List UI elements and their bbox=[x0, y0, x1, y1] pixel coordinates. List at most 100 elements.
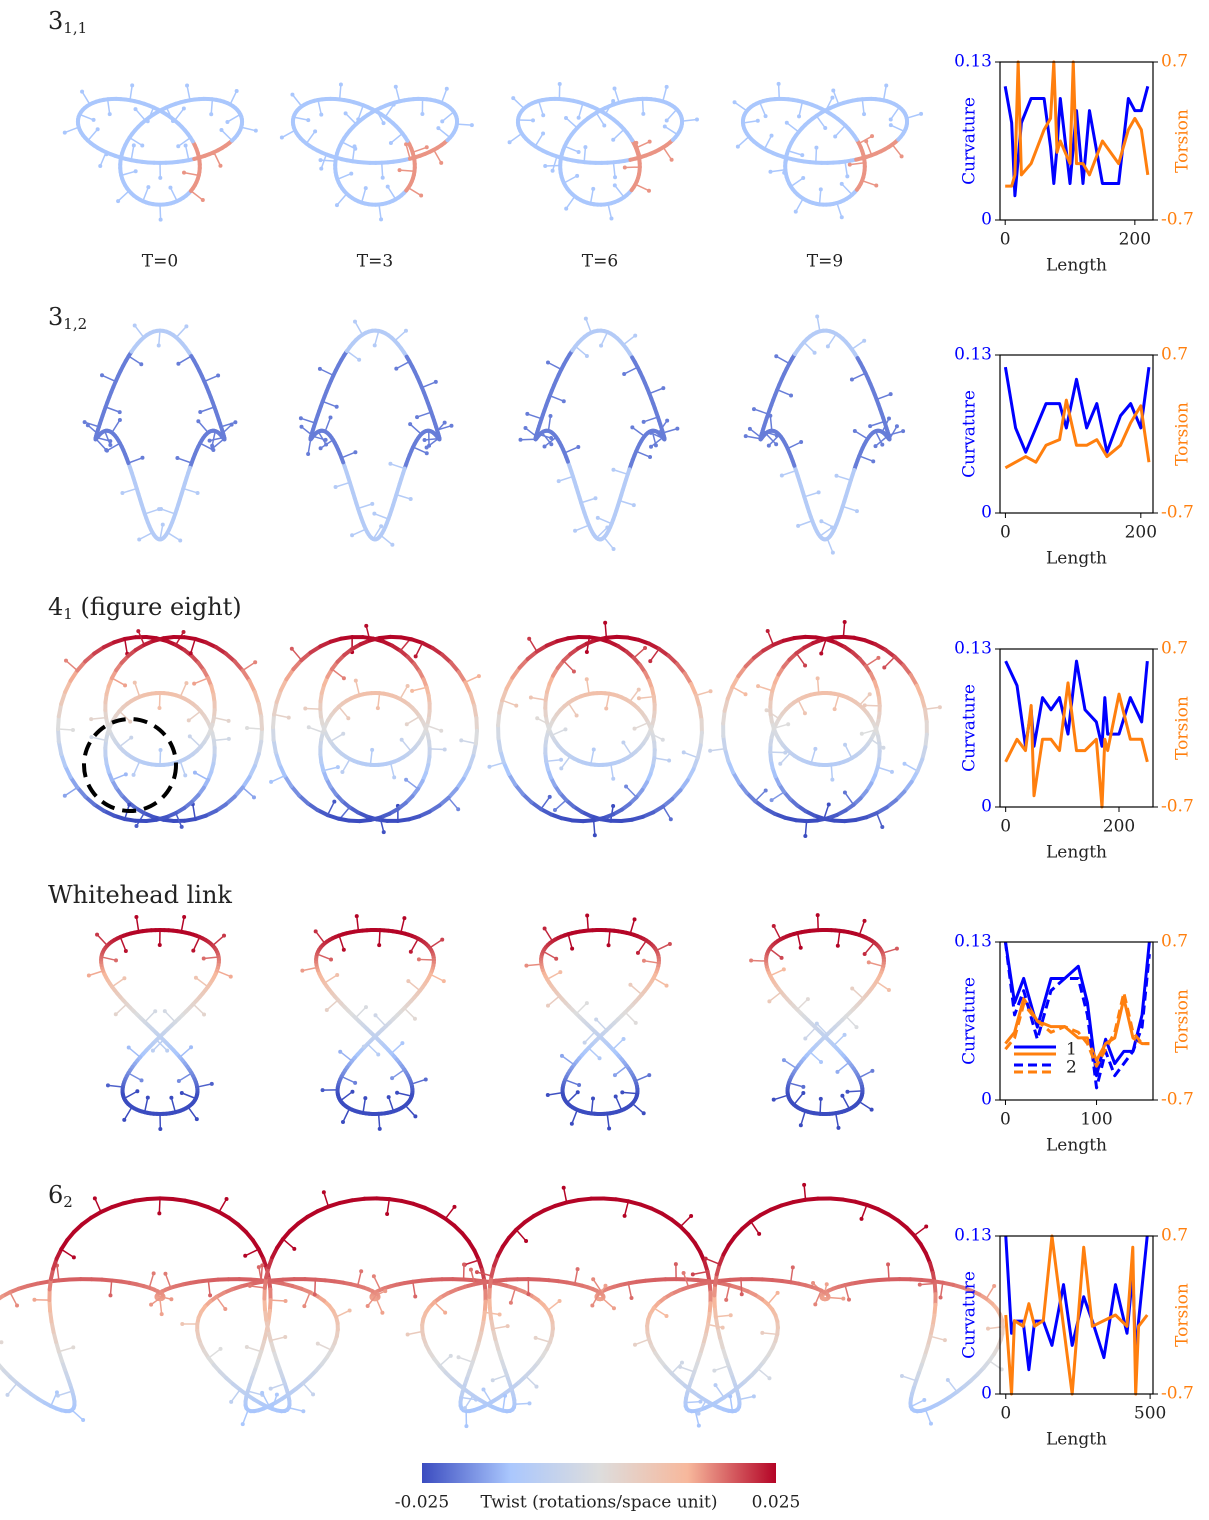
arrow-head bbox=[646, 188, 651, 193]
knot-segment bbox=[259, 714, 264, 731]
arrow-head bbox=[313, 129, 318, 134]
y2-tick-label: 0.7 bbox=[1161, 1226, 1188, 1246]
arrow-head bbox=[15, 1303, 20, 1308]
twist-arrow bbox=[159, 524, 164, 540]
y-tick-label: 0 bbox=[981, 210, 992, 230]
arrow-head bbox=[924, 1224, 929, 1229]
arrow-head bbox=[202, 1012, 207, 1017]
arrow-head bbox=[131, 772, 136, 777]
arrow-head bbox=[140, 455, 145, 460]
twist-arrow bbox=[132, 760, 141, 776]
twist-arrow bbox=[671, 1362, 683, 1374]
twist-arrow bbox=[762, 1332, 778, 1336]
twist-arrow bbox=[386, 1199, 391, 1215]
arrow-head bbox=[399, 737, 404, 742]
twist-arrow bbox=[396, 493, 411, 500]
arrow-head bbox=[329, 957, 334, 962]
arrow-head bbox=[54, 1390, 59, 1395]
series-line bbox=[1004, 1234, 1149, 1396]
twist-arrow bbox=[770, 169, 786, 173]
twist-arrow bbox=[64, 786, 78, 797]
x-tick-label: 500 bbox=[1134, 1404, 1166, 1424]
twist-arrow bbox=[156, 1039, 168, 1052]
arrow-head bbox=[283, 1299, 288, 1304]
twist-arrow bbox=[865, 140, 873, 156]
knot bbox=[524, 913, 672, 1131]
arrow-head bbox=[703, 1256, 708, 1261]
arrow-head bbox=[306, 452, 311, 457]
knot-segment bbox=[670, 788, 683, 802]
twist-arrow bbox=[591, 1292, 601, 1306]
twist-arrow bbox=[130, 145, 135, 161]
twist-arrow bbox=[681, 118, 698, 122]
arrow-head bbox=[583, 145, 588, 150]
twist-arrow bbox=[326, 999, 339, 1011]
knot bbox=[632, 1182, 1005, 1426]
twist-arrow bbox=[509, 132, 523, 143]
twist-arrow bbox=[742, 120, 758, 124]
twist-arrow bbox=[683, 751, 699, 759]
twist-arrow bbox=[345, 112, 357, 125]
arrow-head bbox=[229, 1399, 234, 1404]
arrow-head bbox=[622, 1213, 627, 1218]
twist-arrow bbox=[809, 1051, 822, 1063]
arrow-head bbox=[361, 1044, 366, 1049]
arrow-head bbox=[796, 523, 801, 528]
arrow-head bbox=[404, 777, 409, 782]
arrow-head bbox=[176, 144, 181, 149]
arrow-head bbox=[760, 1330, 765, 1335]
arrow-head bbox=[533, 1335, 538, 1340]
x-tick-label: 0 bbox=[1000, 523, 1011, 543]
twist-arrow bbox=[547, 1300, 561, 1311]
arrow-head bbox=[797, 114, 802, 119]
twist-arrow bbox=[400, 917, 406, 933]
arrow-head bbox=[247, 1283, 252, 1288]
arrow-head bbox=[341, 731, 346, 736]
twist-arrow bbox=[492, 1374, 508, 1381]
arrow-head bbox=[917, 1282, 922, 1287]
twist-arrow bbox=[614, 1065, 628, 1076]
arrow-head bbox=[767, 1376, 772, 1381]
twist-arrow bbox=[367, 1293, 378, 1307]
twist-arrow bbox=[111, 677, 126, 686]
arrow-head bbox=[805, 997, 810, 1002]
twist-arrow bbox=[326, 801, 336, 816]
twist-arrow bbox=[9, 1291, 18, 1306]
twist-arrow bbox=[387, 186, 397, 200]
arrow-head bbox=[370, 747, 375, 752]
twist-arrow bbox=[657, 420, 668, 434]
arrow-head bbox=[81, 1418, 86, 1423]
arrow-head bbox=[433, 379, 438, 384]
knot-segment bbox=[374, 1196, 392, 1202]
arrow-head bbox=[531, 118, 536, 123]
twist-arrow bbox=[779, 752, 792, 765]
twist-arrow bbox=[614, 184, 625, 198]
arrow-head bbox=[842, 619, 847, 624]
arrow-head bbox=[854, 509, 859, 514]
arrow-head bbox=[690, 1272, 695, 1277]
twist-arrow bbox=[339, 806, 351, 820]
twist-arrow bbox=[123, 1106, 133, 1121]
twist-arrow bbox=[150, 1295, 164, 1306]
knot-segment bbox=[736, 664, 748, 679]
knot-segment bbox=[853, 1199, 869, 1207]
twist-arrow bbox=[412, 446, 428, 454]
x-axis-label: Length bbox=[1046, 1430, 1107, 1450]
twist-arrow bbox=[602, 1297, 615, 1309]
twist-arrow bbox=[649, 732, 664, 741]
twist-arrow bbox=[198, 152, 214, 158]
y-tick-label: 0.13 bbox=[954, 1226, 992, 1246]
twist-arrow bbox=[547, 1091, 563, 1096]
twist-arrow bbox=[803, 341, 816, 354]
arrow-head bbox=[888, 392, 893, 397]
twist-arrow bbox=[143, 1097, 149, 1113]
arrow-head bbox=[386, 1095, 391, 1100]
arrow-head bbox=[225, 119, 230, 124]
twist-arrow bbox=[115, 1003, 128, 1015]
arrow-head bbox=[641, 958, 646, 963]
arrow-head bbox=[779, 955, 784, 960]
arrow-head bbox=[826, 802, 831, 807]
legend-label: 1 bbox=[1066, 1040, 1077, 1060]
arrow-head bbox=[824, 1282, 829, 1287]
arrow-head bbox=[363, 1096, 368, 1101]
